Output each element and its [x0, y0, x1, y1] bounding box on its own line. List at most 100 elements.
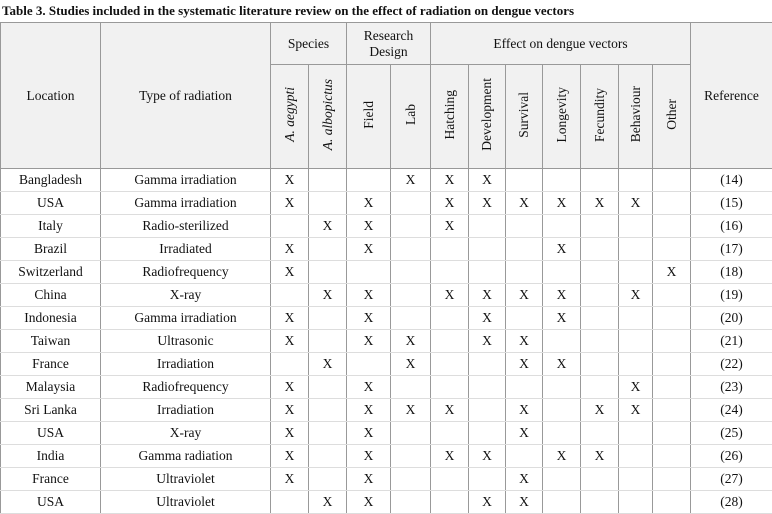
table-cell: (14) [691, 169, 772, 192]
table-cell: France [1, 353, 101, 376]
table-cell [581, 284, 619, 307]
table-cell [543, 215, 581, 238]
column-label: Other [664, 99, 680, 130]
table-cell: X [271, 307, 309, 330]
table-cell [271, 215, 309, 238]
table-cell [469, 422, 506, 445]
table-title: Table 3. Studies included in the systema… [2, 3, 574, 19]
column-label: Lab [403, 104, 419, 125]
table-cell [309, 307, 347, 330]
table-cell: X [271, 376, 309, 399]
table-cell: (24) [691, 399, 772, 422]
table-cell: China [1, 284, 101, 307]
table-cell [619, 261, 653, 284]
table-cell [309, 238, 347, 261]
table-cell [469, 238, 506, 261]
table-cell [431, 376, 469, 399]
table-cell [431, 261, 469, 284]
table-cell: (17) [691, 238, 772, 261]
table-cell [431, 307, 469, 330]
table-cell: X [469, 169, 506, 192]
table-cell [653, 284, 691, 307]
table-cell [309, 468, 347, 491]
table-cell [581, 376, 619, 399]
table-cell: Sri Lanka [1, 399, 101, 422]
table-cell: X [619, 284, 653, 307]
table-cell [309, 376, 347, 399]
table-cell: X [506, 284, 543, 307]
table-cell: X [506, 192, 543, 215]
table-cell: X [347, 238, 391, 261]
table-cell: X [347, 330, 391, 353]
table-cell: X [543, 353, 581, 376]
table-cell [653, 238, 691, 261]
table-cell: X [391, 330, 431, 353]
table-cell: X [469, 284, 506, 307]
table-cell [619, 238, 653, 261]
table-cell [309, 330, 347, 353]
table-cell [581, 330, 619, 353]
table-cell: X [347, 445, 391, 468]
group-header: Effect on dengue vectors [431, 23, 691, 65]
table-cell: USA [1, 491, 101, 514]
table-cell: X [347, 399, 391, 422]
table-cell: X [543, 284, 581, 307]
table-cell [653, 353, 691, 376]
table-cell [581, 307, 619, 330]
table-cell [581, 468, 619, 491]
column-label: Longevity [554, 87, 570, 143]
column-header: A. albopictus [309, 65, 347, 169]
table-cell: X [271, 445, 309, 468]
table-cell [543, 261, 581, 284]
table-cell [391, 376, 431, 399]
table-cell [271, 491, 309, 514]
table-cell [271, 353, 309, 376]
column-header: Lab [391, 65, 431, 169]
header-reference: Reference [691, 23, 772, 169]
table-cell: X [347, 376, 391, 399]
table-cell: (27) [691, 468, 772, 491]
table-cell: Gamma irradiation [101, 307, 271, 330]
table-cell: X [309, 491, 347, 514]
table-cell [581, 169, 619, 192]
table-cell: X [506, 422, 543, 445]
table-cell: X [581, 445, 619, 468]
group-header: Species [271, 23, 347, 65]
table-cell [619, 353, 653, 376]
column-label: Survival [516, 92, 532, 138]
header-type: Type of radiation [101, 23, 271, 169]
table-cell [653, 215, 691, 238]
table-cell: Taiwan [1, 330, 101, 353]
table-cell: X [431, 192, 469, 215]
table-cell: X [347, 468, 391, 491]
table-cell [619, 307, 653, 330]
table-cell: X [347, 491, 391, 514]
table-cell [653, 468, 691, 491]
table-cell [309, 261, 347, 284]
table-cell: X [619, 192, 653, 215]
table-cell [469, 468, 506, 491]
table-cell: X [347, 215, 391, 238]
table-cell: X [271, 192, 309, 215]
table-cell [431, 468, 469, 491]
table-cell [581, 261, 619, 284]
table-cell: Radiofrequency [101, 376, 271, 399]
table-cell [581, 215, 619, 238]
table-cell: X [469, 192, 506, 215]
table-cell [469, 261, 506, 284]
table-cell: X [581, 192, 619, 215]
table-cell: Irradiated [101, 238, 271, 261]
column-label: A. aegypti [282, 87, 298, 142]
table-cell [619, 422, 653, 445]
table-cell [469, 399, 506, 422]
table-cell: X [391, 353, 431, 376]
table-cell: (15) [691, 192, 772, 215]
table-cell: X [271, 330, 309, 353]
table-cell: X [271, 399, 309, 422]
